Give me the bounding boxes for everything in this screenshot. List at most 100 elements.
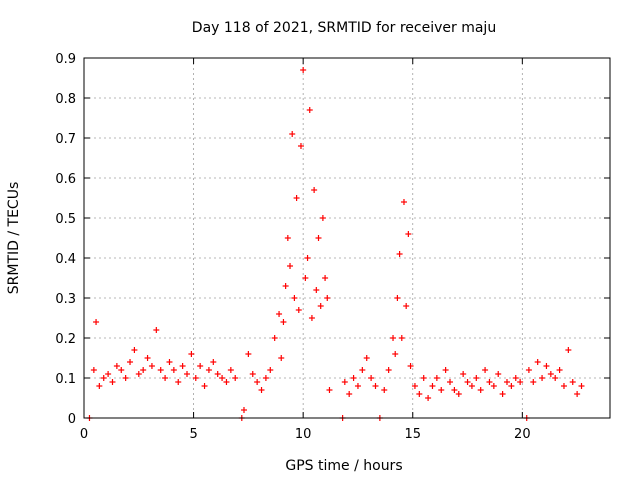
data-point: [539, 375, 546, 381]
data-point: [223, 379, 230, 385]
data-point: [284, 235, 291, 241]
x-tick-label: 0: [80, 427, 88, 442]
data-point: [153, 327, 160, 333]
data-point: [420, 375, 427, 381]
data-point: [400, 199, 407, 205]
data-point: [157, 367, 164, 373]
data-point: [201, 383, 208, 389]
data-point: [534, 359, 541, 365]
data-point: [482, 367, 489, 373]
data-point: [287, 263, 294, 269]
data-point: [451, 387, 458, 393]
data-point: [455, 391, 462, 397]
data-point: [429, 383, 436, 389]
data-point: [135, 371, 142, 377]
data-point: [304, 255, 311, 261]
data-point: [280, 319, 287, 325]
data-point: [105, 371, 112, 377]
data-point: [249, 371, 256, 377]
y-tick-label: 0.4: [55, 252, 76, 267]
data-point: [258, 387, 265, 393]
data-point: [179, 363, 186, 369]
data-point: [306, 107, 313, 113]
data-point: [131, 347, 138, 353]
data-point: [262, 375, 269, 381]
data-point: [93, 319, 100, 325]
x-axis-title: GPS time / hours: [285, 458, 402, 474]
data-point: [363, 355, 370, 361]
data-points: [86, 67, 585, 421]
y-tick-label: 0.5: [55, 212, 76, 227]
y-tick-label: 0.2: [55, 332, 76, 347]
data-point: [232, 375, 239, 381]
data-point: [291, 295, 298, 301]
data-point: [113, 363, 120, 369]
x-tick-label: 15: [404, 427, 421, 442]
plot-frame: [83, 57, 611, 419]
data-point: [148, 363, 155, 369]
data-point: [495, 371, 502, 377]
data-point: [175, 379, 182, 385]
data-point: [425, 395, 432, 401]
data-point: [140, 367, 147, 373]
data-point: [162, 375, 169, 381]
y-tick-label: 0.3: [55, 292, 76, 307]
data-point: [560, 383, 567, 389]
data-point: [390, 335, 397, 341]
data-point: [245, 351, 252, 357]
data-point: [324, 295, 331, 301]
y-tick-label: 0.1: [55, 372, 76, 387]
data-point: [317, 303, 324, 309]
data-point: [359, 367, 366, 373]
data-point: [398, 335, 405, 341]
data-point: [322, 275, 329, 281]
chart-title: Day 118 of 2021, SRMTID for receiver maj…: [192, 20, 496, 36]
data-point: [405, 231, 412, 237]
data-point: [547, 371, 554, 377]
data-point: [315, 235, 322, 241]
data-point: [473, 375, 480, 381]
data-point: [278, 355, 285, 361]
data-point: [267, 367, 274, 373]
data-point: [297, 143, 304, 149]
data-point: [276, 311, 283, 317]
y-tick-label: 0.9: [55, 52, 76, 67]
data-point: [184, 371, 191, 377]
data-point: [517, 379, 524, 385]
data-point: [219, 375, 226, 381]
x-tick-label: 5: [189, 427, 197, 442]
data-point: [90, 367, 97, 373]
data-point: [319, 215, 326, 221]
data-point: [499, 391, 506, 397]
data-point: [438, 387, 445, 393]
y-tick-label: 0.6: [55, 172, 76, 187]
data-point: [170, 367, 177, 373]
data-point: [188, 351, 195, 357]
data-point: [477, 387, 484, 393]
data-point: [396, 251, 403, 257]
data-point: [407, 363, 414, 369]
data-point: [313, 287, 320, 293]
data-point: [508, 383, 515, 389]
data-point: [381, 387, 388, 393]
data-point: [368, 375, 375, 381]
data-point: [289, 131, 296, 137]
data-point: [556, 367, 563, 373]
data-point: [468, 383, 475, 389]
data-point: [205, 367, 212, 373]
data-point: [460, 371, 467, 377]
data-point: [271, 335, 278, 341]
data-point: [552, 375, 559, 381]
data-point: [447, 379, 454, 385]
data-point: [346, 391, 353, 397]
data-point: [227, 367, 234, 373]
data-point: [385, 367, 392, 373]
data-point: [392, 351, 399, 357]
data-point: [512, 375, 519, 381]
data-point: [569, 379, 576, 385]
data-point: [341, 379, 348, 385]
data-point: [144, 355, 151, 361]
data-point: [100, 375, 107, 381]
data-point: [350, 375, 357, 381]
